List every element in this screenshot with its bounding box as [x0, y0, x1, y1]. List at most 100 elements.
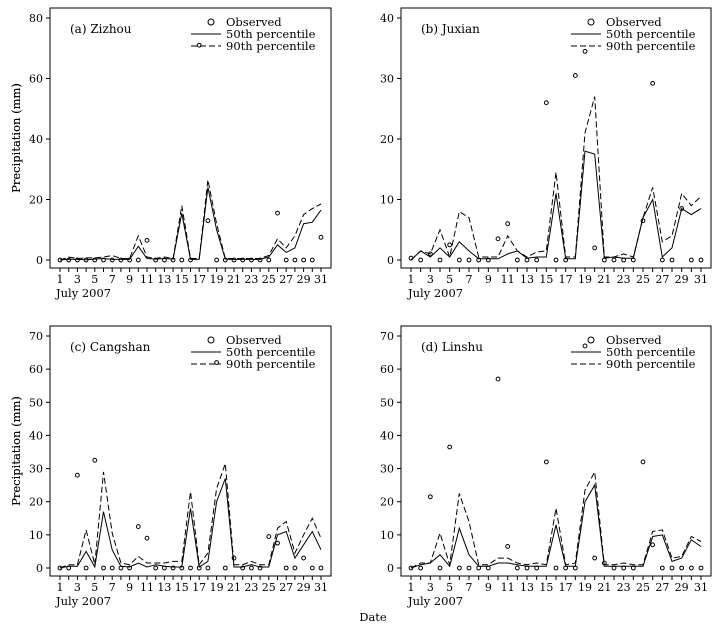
x-tick-label: 1	[408, 273, 415, 286]
observed-point	[92, 257, 98, 263]
legend-observed-marker	[587, 18, 595, 26]
legend-observed-marker	[207, 18, 215, 26]
panel-title: (a) Zizhou	[70, 22, 132, 36]
observed-point	[466, 565, 472, 571]
x-tick-label: 21	[227, 273, 241, 286]
observed-point	[514, 565, 520, 571]
observed-point	[601, 257, 607, 263]
x-axis-label: July 2007	[407, 594, 463, 608]
series-90th-percentile-line	[59, 463, 322, 569]
observed-point	[57, 257, 63, 263]
legend-50th-label: 50th percentile	[606, 27, 696, 41]
observed-point	[601, 560, 607, 566]
y-axis-label: Precipitation (mm)	[9, 396, 23, 506]
observed-point	[240, 565, 246, 571]
observed-point	[66, 565, 72, 571]
x-tick-label: 9	[485, 273, 492, 286]
y-tick-label: 10	[29, 529, 43, 542]
observed-point	[640, 218, 646, 224]
observed-point	[283, 257, 289, 263]
y-tick-label: 40	[29, 429, 43, 442]
observed-point	[83, 565, 89, 571]
x-tick-label: 9	[126, 273, 133, 286]
observed-point	[582, 343, 588, 349]
x-tick-label: 11	[501, 581, 515, 594]
observed-point	[301, 257, 307, 263]
y-tick-label: 20	[380, 496, 394, 509]
x-axis-label: July 2007	[55, 594, 111, 608]
legend-observed-label: Observed	[606, 333, 662, 347]
legend-90th-label: 90th percentile	[226, 357, 316, 371]
observed-point	[456, 565, 462, 571]
observed-point	[437, 257, 443, 263]
observed-point	[611, 257, 617, 263]
x-tick-label: 5	[446, 273, 453, 286]
observed-point	[418, 257, 424, 263]
x-tick-label: 21	[597, 273, 611, 286]
observed-point	[524, 565, 530, 571]
observed-point	[153, 257, 159, 263]
observed-point	[162, 565, 167, 571]
x-tick-label: 15	[539, 581, 553, 594]
legend-90th-label: 90th percentile	[226, 39, 316, 53]
legend-90th-label: 90th percentile	[606, 39, 696, 53]
observed-point	[495, 376, 501, 382]
observed-point	[437, 565, 443, 571]
observed-point	[621, 257, 627, 263]
observed-point	[266, 257, 272, 263]
x-tick-label: 23	[244, 273, 258, 286]
observed-point	[698, 565, 704, 571]
observed-point	[57, 565, 63, 571]
y-axis-label: Precipitation (mm)	[9, 396, 23, 506]
x-tick-label: 3	[74, 273, 81, 286]
observed-point	[514, 257, 520, 263]
observed-point	[153, 565, 159, 571]
legend-observed-label: Observed	[606, 15, 662, 29]
observed-point	[524, 257, 530, 263]
x-tick-label: 11	[140, 581, 154, 594]
observed-point	[75, 472, 80, 478]
observed-point	[543, 100, 549, 106]
y-tick-label: 40	[380, 429, 394, 442]
panel-title: (c) Cangshan	[70, 340, 151, 354]
observed-point	[240, 257, 246, 263]
observed-point	[222, 565, 228, 571]
observed-point	[109, 565, 115, 571]
observed-point	[283, 565, 289, 571]
observed-point	[275, 540, 280, 546]
x-tick-label: 1	[57, 273, 64, 286]
observed-point	[611, 565, 617, 571]
observed-point	[66, 257, 72, 263]
observed-point	[309, 565, 315, 571]
x-tick-label: 15	[175, 581, 189, 594]
y-tick-label: 70	[380, 330, 394, 343]
observed-point	[266, 534, 272, 539]
legend-50th-label: 50th percentile	[226, 345, 316, 359]
x-tick-label: 5	[446, 581, 453, 594]
x-tick-label: 31	[314, 581, 328, 594]
observed-point	[485, 565, 491, 571]
observed-point	[275, 210, 280, 216]
observed-point	[83, 257, 89, 263]
x-tick-label: 17	[192, 273, 206, 286]
y-tick-label: 80	[29, 12, 43, 25]
observed-point	[135, 524, 141, 529]
x-axis-label: July 2007	[407, 286, 463, 300]
observed-point	[408, 255, 414, 261]
observed-point	[427, 251, 433, 257]
x-tick-label: 5	[91, 581, 98, 594]
observed-point	[214, 257, 220, 263]
x-tick-label: 19	[210, 581, 224, 594]
panel-title: (d) Linshu	[421, 340, 483, 354]
x-tick-label: 31	[694, 581, 708, 594]
x-tick-label: 9	[485, 581, 492, 594]
observed-point	[553, 565, 559, 571]
observed-point	[301, 555, 307, 561]
series-90th-percentile-line	[59, 179, 322, 261]
observed-point	[292, 565, 298, 571]
observed-point	[688, 565, 694, 571]
